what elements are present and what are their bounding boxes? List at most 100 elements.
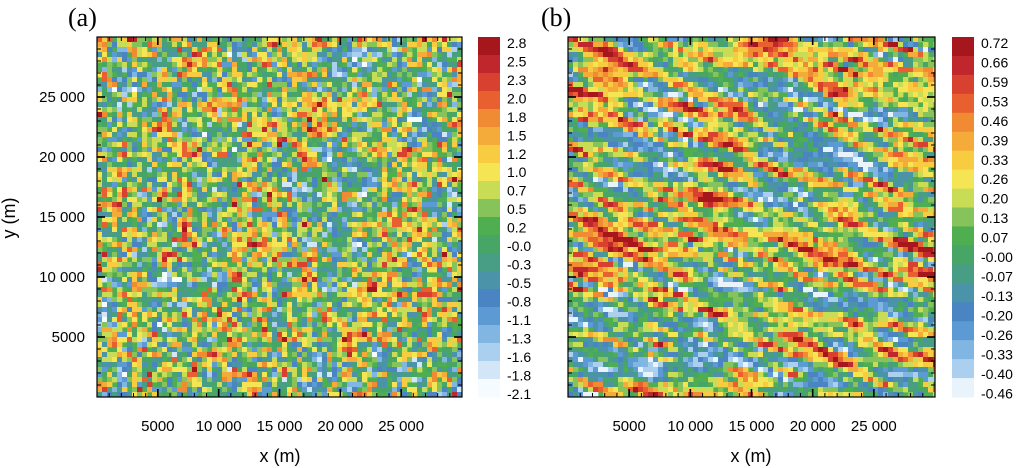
heatmap-cell: [387, 147, 393, 153]
heatmap-cell: [457, 352, 462, 358]
heatmap-cell: [347, 317, 353, 323]
heatmap-cell: [412, 232, 418, 238]
heatmap-cell: [272, 242, 278, 248]
heatmap-cell: [312, 62, 318, 68]
heatmap-cell: [307, 62, 313, 68]
heatmap-cell: [357, 232, 363, 238]
heatmap-cell: [357, 47, 363, 53]
y-tick-label: 10 000: [39, 269, 85, 286]
heatmap-cell: [312, 202, 318, 208]
heatmap-cell: [287, 187, 293, 193]
heatmap-cell: [237, 192, 243, 198]
heatmap-cell: [437, 357, 443, 363]
heatmap-cell: [217, 157, 223, 163]
heatmap-cell: [162, 107, 168, 113]
heatmap-cell: [252, 112, 258, 118]
heatmap-cell: [287, 247, 293, 253]
heatmap-cell: [407, 302, 413, 308]
heatmap-cell: [292, 242, 298, 248]
heatmap-cell: [317, 162, 323, 168]
heatmap-cell: [417, 257, 423, 263]
heatmap-cell: [412, 197, 418, 203]
heatmap-cell: [172, 62, 178, 68]
heatmap-cell: [447, 62, 453, 68]
heatmap-cell: [392, 227, 398, 233]
heatmap-cell: [377, 202, 383, 208]
heatmap-cell: [352, 222, 358, 228]
heatmap-cell: [402, 282, 408, 288]
heatmap-cell: [232, 197, 238, 203]
heatmap-cell: [347, 347, 353, 353]
heatmap-cell: [307, 187, 313, 193]
heatmap-cell: [452, 267, 458, 273]
heatmap-cell: [382, 42, 388, 48]
heatmap-cell: [257, 212, 263, 218]
heatmap-cell: [117, 372, 123, 378]
heatmap-cell: [337, 367, 343, 373]
heatmap-cell: [177, 187, 183, 193]
heatmap-cell: [377, 167, 383, 173]
heatmap-cell: [402, 252, 408, 258]
heatmap-cell: [392, 137, 398, 143]
heatmap-cell: [157, 57, 163, 63]
heatmap-cell: [437, 312, 443, 318]
heatmap-cell: [227, 67, 233, 73]
heatmap-cell: [362, 217, 368, 223]
heatmap-cell: [192, 102, 198, 108]
heatmap-cell: [157, 127, 163, 133]
heatmap-cell: [307, 167, 313, 173]
heatmap-cell: [437, 232, 443, 238]
heatmap-cell: [202, 312, 208, 318]
heatmap-cell: [292, 152, 298, 158]
heatmap-cell: [247, 167, 253, 173]
heatmap-cell: [412, 372, 418, 378]
heatmap-cell: [432, 62, 438, 68]
heatmap-cell: [397, 237, 403, 243]
heatmap-cell: [452, 302, 458, 308]
heatmap-cell: [192, 92, 198, 98]
heatmap-cell: [242, 57, 248, 63]
heatmap-cell: [192, 312, 198, 318]
heatmap-cell: [142, 112, 148, 118]
heatmap-cell: [107, 67, 113, 73]
heatmap-cell: [573, 37, 579, 43]
heatmap-cell: [257, 162, 263, 168]
heatmap-cell: [432, 247, 438, 253]
heatmap-cell: [117, 252, 123, 258]
heatmap-cell: [432, 182, 438, 188]
heatmap-cell: [207, 152, 213, 158]
heatmap-cell: [442, 282, 448, 288]
heatmap-cell: [292, 212, 298, 218]
heatmap-cell: [157, 42, 163, 48]
heatmap-cell: [352, 142, 358, 148]
heatmap-cell: [422, 92, 428, 98]
heatmap-cell: [117, 327, 123, 333]
heatmap-cell: [227, 62, 233, 68]
heatmap-cell: [452, 277, 458, 283]
heatmap-cell: [337, 102, 343, 108]
heatmap-cell: [327, 337, 333, 343]
heatmap-cell: [427, 382, 433, 388]
heatmap-cell: [182, 267, 188, 273]
heatmap-cell: [367, 162, 373, 168]
heatmap-cell: [402, 227, 408, 233]
heatmap-cell: [272, 342, 278, 348]
heatmap-cell: [252, 287, 258, 293]
heatmap-cell: [447, 377, 453, 383]
heatmap-cell: [302, 312, 308, 318]
heatmap-cell: [442, 237, 448, 243]
heatmap-cell: [382, 92, 388, 98]
heatmap-cell: [362, 232, 368, 238]
heatmap-cell: [102, 262, 108, 268]
heatmap-cell: [382, 162, 388, 168]
heatmap-cell: [287, 72, 293, 78]
heatmap-cell: [392, 372, 398, 378]
heatmap-cell: [142, 327, 148, 333]
heatmap-cell: [197, 67, 203, 73]
heatmap-cell: [117, 347, 123, 353]
heatmap-cell: [297, 67, 303, 73]
heatmap-cell: [402, 42, 408, 48]
heatmap-cell: [97, 347, 103, 353]
heatmap-cell: [232, 142, 238, 148]
heatmap-cell: [182, 137, 188, 143]
